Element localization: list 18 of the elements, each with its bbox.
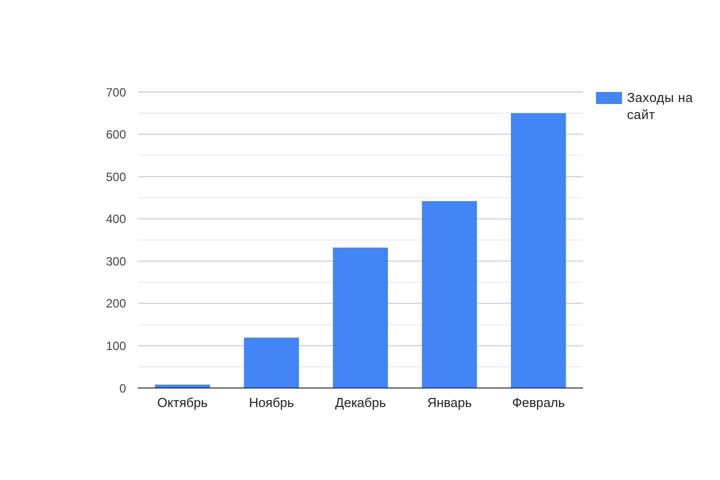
y-tick-label: 600 xyxy=(106,128,126,142)
y-tick-label: 700 xyxy=(106,85,126,100)
x-tick-label: Январь xyxy=(427,395,472,410)
bar xyxy=(332,248,388,388)
x-tick-label: Ноябрь xyxy=(248,395,294,410)
y-tick-label: 100 xyxy=(106,338,126,353)
y-tick-label: 500 xyxy=(106,170,126,184)
y-tick-label: 0 xyxy=(119,381,126,396)
x-tick-label: Февраль xyxy=(512,395,566,410)
bar xyxy=(244,338,299,388)
y-tick-label: 400 xyxy=(106,212,126,226)
x-tick-label: Октябрь xyxy=(157,395,208,410)
bar xyxy=(422,201,477,388)
y-tick-label: 300 xyxy=(106,254,126,268)
y-tick-label: 200 xyxy=(106,296,126,311)
x-tick-label: Декабрь xyxy=(335,395,386,410)
legend-label: Заходы на сайт xyxy=(627,89,694,123)
bar xyxy=(510,113,566,388)
